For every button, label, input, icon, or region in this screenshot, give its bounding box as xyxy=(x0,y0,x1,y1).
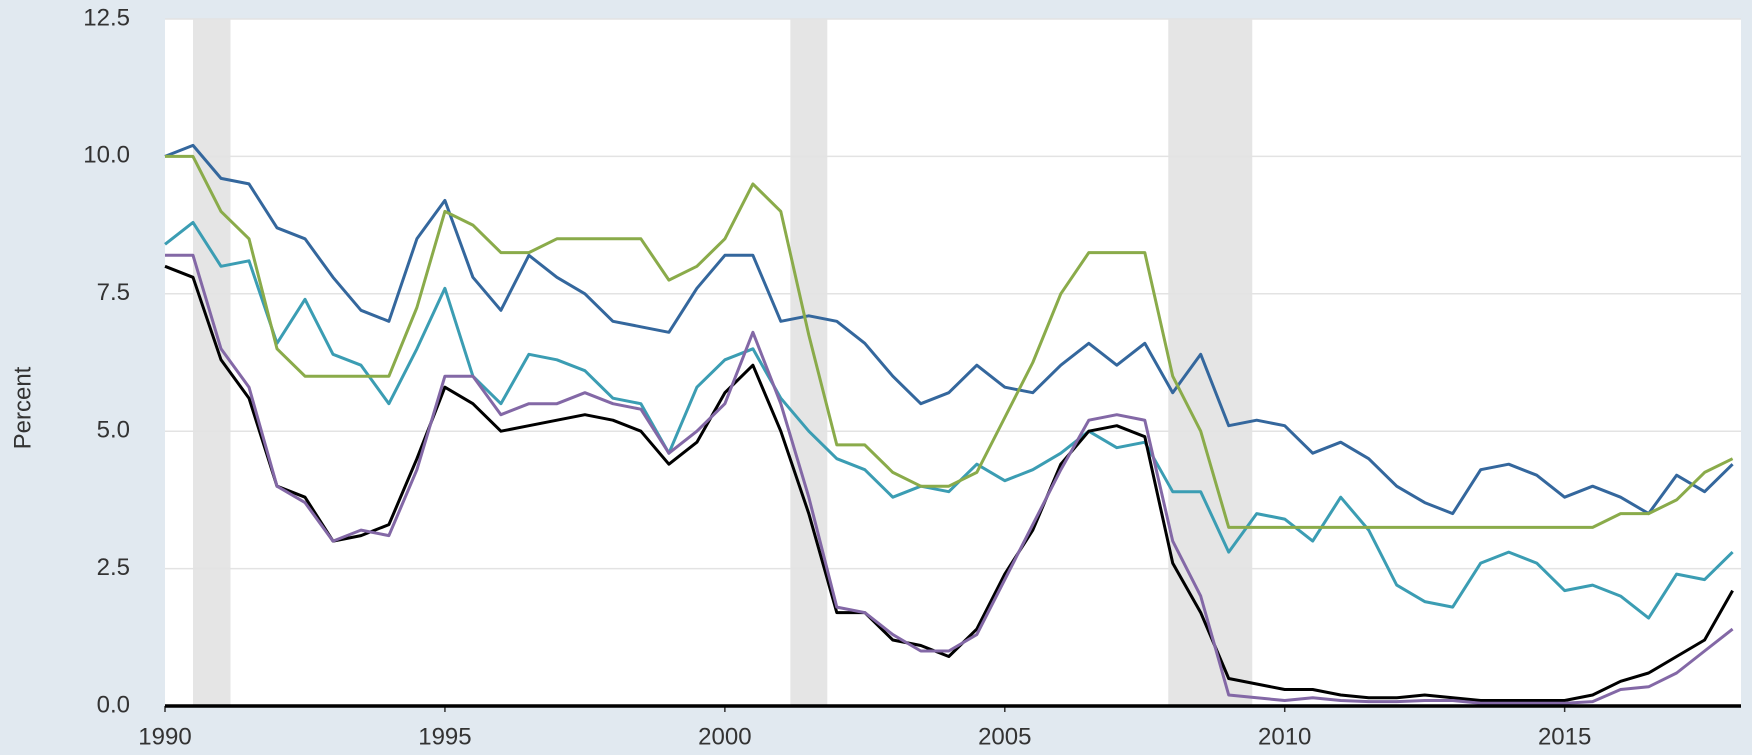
y-tick-label: 7.5 xyxy=(97,279,130,306)
x-tick-label: 2010 xyxy=(1258,723,1311,750)
recession-band xyxy=(192,19,231,706)
y-tick-label: 0.0 xyxy=(97,691,130,718)
y-tick-label: 5.0 xyxy=(97,417,130,444)
x-tick-label: 1995 xyxy=(418,723,471,750)
series-line xyxy=(164,220,1734,620)
y-tick-label: 12.5 xyxy=(83,4,130,31)
recession-band xyxy=(790,19,828,706)
x-tick-label: 2000 xyxy=(698,723,751,750)
y-tick-label: 2.5 xyxy=(97,554,130,581)
x-tick-label: 2005 xyxy=(978,723,1031,750)
y-axis-label: Percent xyxy=(9,366,36,449)
x-tick-label: 2015 xyxy=(1538,723,1591,750)
series-line xyxy=(165,253,1734,705)
plot-area xyxy=(165,19,1741,706)
x-tick-label: 1990 xyxy=(138,723,191,750)
recession-band xyxy=(1168,19,1253,706)
series-line xyxy=(164,143,1734,516)
series-line xyxy=(165,154,1734,529)
y-tick-label: 10.0 xyxy=(83,142,130,169)
